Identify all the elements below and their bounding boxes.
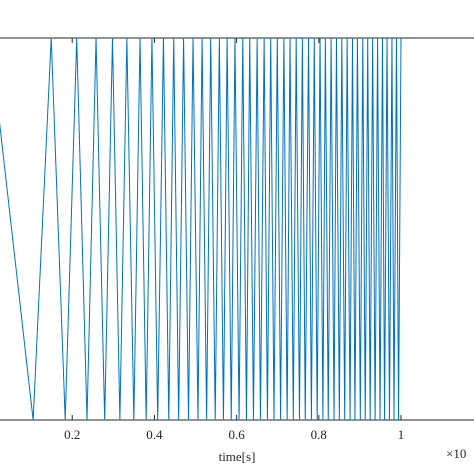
x-tick-label: 0.4: [146, 427, 163, 442]
x-tick-label: 0.2: [64, 427, 80, 442]
x-tick-label: 1: [398, 427, 405, 442]
x-tick-label: 0.6: [228, 427, 245, 442]
x-tick-label: 0.8: [311, 427, 327, 442]
x-axis-label: time[s]: [219, 449, 256, 464]
x-multiplier: ×10: [446, 446, 466, 461]
series-line: [0, 37, 402, 421]
